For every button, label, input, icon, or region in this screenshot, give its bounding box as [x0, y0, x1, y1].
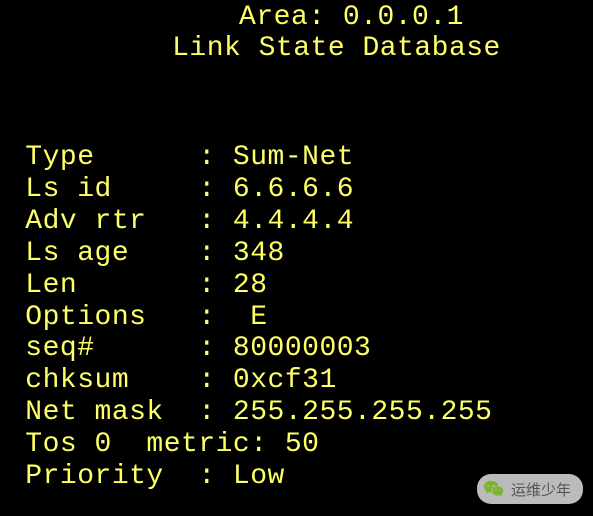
field-line-options: Options : E	[8, 302, 585, 334]
field-line-type: Type : Sum-Net	[8, 142, 585, 174]
field-line-ls-age: Ls age : 348	[8, 238, 585, 270]
field-line-ls-id: Ls id : 6.6.6.6	[8, 174, 585, 206]
field-line-len: Len : 28	[8, 270, 585, 302]
terminal-output: Area: 0.0.0.1 Link State Database Type :…	[0, 0, 593, 493]
area-header: Area: 0.0.0.1	[88, 2, 585, 33]
database-header: Link State Database	[88, 33, 585, 64]
wechat-icon	[483, 478, 505, 500]
field-line-tos-metric: Tos 0 metric: 50	[8, 429, 585, 461]
watermark-text: 运维少年	[511, 479, 571, 500]
field-line-net-mask: Net mask : 255.255.255.255	[8, 397, 585, 429]
field-line-adv-rtr: Adv rtr : 4.4.4.4	[8, 206, 585, 238]
lsa-details: Type : Sum-Net Ls id : 6.6.6.6 Adv rtr :…	[8, 142, 585, 493]
wechat-watermark: 运维少年	[477, 474, 583, 504]
header-block: Area: 0.0.0.1 Link State Database	[8, 0, 585, 64]
field-line-chksum: chksum : 0xcf31	[8, 365, 585, 397]
field-line-seq-: seq# : 80000003	[8, 333, 585, 365]
